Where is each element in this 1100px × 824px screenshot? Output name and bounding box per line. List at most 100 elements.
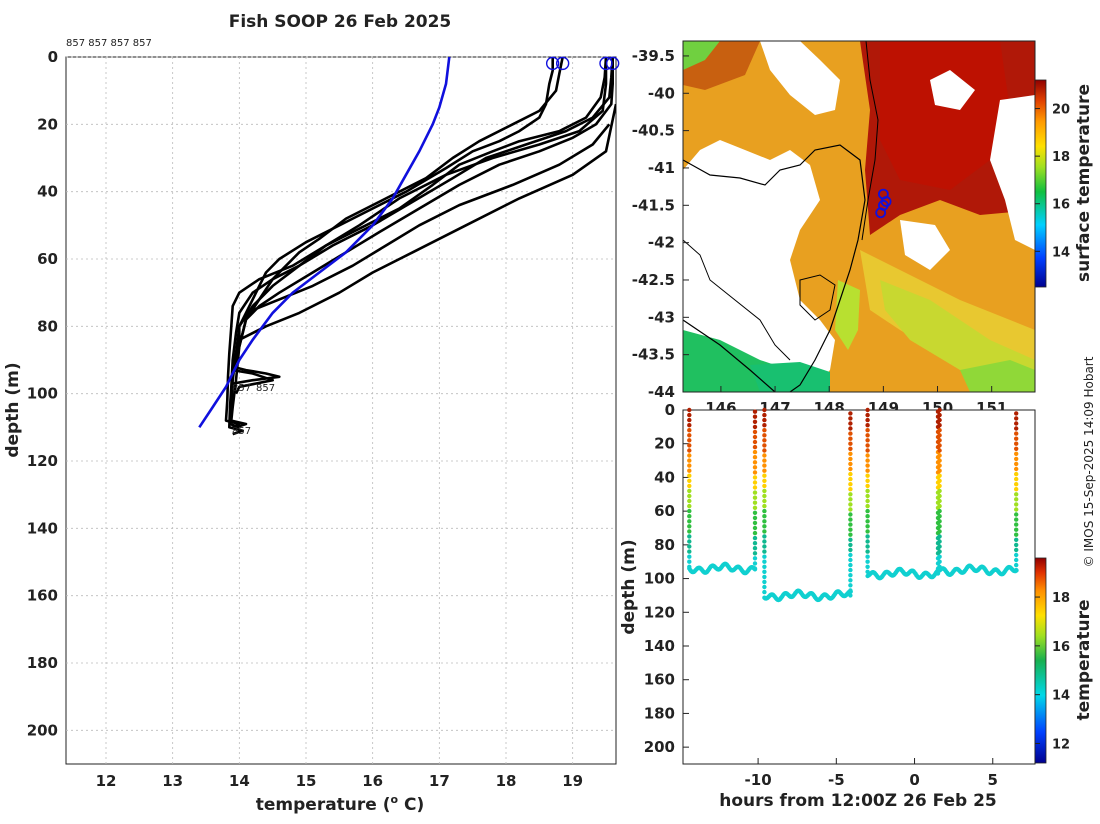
depth-time-point xyxy=(937,423,942,428)
depth-time-point xyxy=(752,541,758,546)
depth-time-point xyxy=(937,433,942,438)
depth-time-point xyxy=(937,554,942,559)
depth-time-point xyxy=(762,407,767,413)
depth-time-point xyxy=(752,520,758,526)
depth-time-point xyxy=(752,439,758,445)
depth-time-point xyxy=(752,485,758,490)
depth-time-y-tick-label: 80 xyxy=(654,536,675,554)
depth-time-point xyxy=(848,562,853,568)
depth-time-point xyxy=(752,546,758,551)
depth-time-point xyxy=(762,574,767,580)
depth-time-point xyxy=(1014,421,1019,426)
profile-surface-marker xyxy=(555,56,570,71)
depth-time-point xyxy=(937,428,942,433)
depth-time-point xyxy=(848,431,853,436)
depth-time-point xyxy=(937,417,942,423)
depth-time-point xyxy=(1014,552,1019,558)
depth-time-point xyxy=(752,530,758,536)
depth-time-point xyxy=(848,517,853,522)
profile-axes-frame xyxy=(65,56,617,765)
profile-series-line xyxy=(228,57,608,429)
depth-time-point xyxy=(687,549,692,554)
depth-time-x-tick-label: -10 xyxy=(745,771,772,789)
depth-time-point xyxy=(762,463,767,468)
depth-time-point xyxy=(687,417,692,423)
depth-time-point xyxy=(752,444,758,450)
depth-time-point xyxy=(687,539,692,544)
depth-time-point xyxy=(937,493,942,499)
depth-time-point xyxy=(752,500,758,505)
depth-time-point xyxy=(762,529,767,534)
depth-time-point xyxy=(752,414,758,419)
depth-time-y-tick-label: 120 xyxy=(644,603,675,621)
depth-time-point xyxy=(865,473,870,478)
depth-time-point xyxy=(1014,562,1019,568)
depth-time-point xyxy=(865,544,870,549)
profile-x-tick-label: 12 xyxy=(96,772,117,790)
depth-time-point xyxy=(1014,482,1019,487)
depth-time-x-label: hours from 12:00Z 26 Feb 25 xyxy=(719,791,997,811)
depth-time-point xyxy=(762,493,767,499)
depth-time-point xyxy=(937,473,942,478)
climatology-line xyxy=(198,57,451,429)
depth-time-point xyxy=(762,448,767,453)
depth-time-point xyxy=(848,451,853,456)
depth-time-point xyxy=(687,498,692,504)
depth-time-x-tick-label: 0 xyxy=(909,771,919,789)
depth-time-point xyxy=(752,566,758,571)
depth-time-panel: -10 -5 0 5 0 20 40 60 80 100 120 140 160 180 200 12 14… xyxy=(619,401,1094,811)
depth-time-point xyxy=(937,529,942,534)
depth-time-point xyxy=(762,564,767,569)
depth-time-point xyxy=(752,515,758,521)
depth-time-y-tick-label: 40 xyxy=(654,468,675,486)
depth-time-point xyxy=(848,482,853,487)
depth-time-point xyxy=(937,508,942,514)
profile-top-labels: 857 857 857 857 xyxy=(66,38,152,49)
depth-time-point xyxy=(687,493,692,499)
depth-time-point xyxy=(865,448,870,453)
temperature-colorbar-label: temperature xyxy=(1074,599,1094,720)
depth-time-point xyxy=(848,522,853,527)
depth-time-point xyxy=(1014,456,1019,462)
profile-surface-marker xyxy=(605,56,620,71)
depth-time-point xyxy=(752,455,758,460)
depth-time-point xyxy=(848,456,853,462)
depth-time-point xyxy=(687,483,692,489)
depth-time-point xyxy=(752,490,758,495)
depth-time-point xyxy=(752,510,758,515)
depth-time-point xyxy=(1014,436,1019,441)
profile-x-tick-label: 15 xyxy=(296,772,317,790)
profile-x-tick-label: 19 xyxy=(562,772,583,790)
depth-time-point xyxy=(1014,557,1019,563)
depth-time-point xyxy=(865,508,870,514)
depth-time-point xyxy=(687,463,692,468)
depth-time-point xyxy=(848,573,853,578)
depth-time-point xyxy=(752,475,758,480)
depth-time-point xyxy=(1014,441,1019,446)
profile-y-tick-label: 140 xyxy=(27,519,58,537)
depth-time-point xyxy=(865,559,870,564)
depth-time-y-tick-label: 100 xyxy=(644,570,675,588)
depth-time-point xyxy=(848,436,853,441)
depth-time-point xyxy=(762,458,767,463)
depth-time-y-tick-label: 200 xyxy=(644,738,675,756)
depth-time-point xyxy=(762,569,767,574)
depth-time-point xyxy=(687,407,692,413)
depth-time-point xyxy=(848,507,853,512)
depth-time-point xyxy=(687,524,692,529)
depth-time-point xyxy=(848,446,853,451)
profile-series-line xyxy=(231,57,555,385)
sst-colorbar xyxy=(1034,79,1047,288)
profile-y-tick-label: 80 xyxy=(37,317,58,335)
depth-time-point xyxy=(762,498,767,504)
temperature-colorbar xyxy=(1034,557,1047,764)
profile-y-tick-label: 120 xyxy=(27,452,58,470)
sst-map-y-tick-label: -42.5 xyxy=(632,271,675,289)
depth-time-point xyxy=(848,567,853,573)
depth-time-point xyxy=(752,470,758,475)
depth-time-point xyxy=(687,544,692,549)
depth-time-point xyxy=(752,525,758,531)
depth-time-point xyxy=(762,433,767,438)
depth-time-point xyxy=(1014,547,1019,553)
